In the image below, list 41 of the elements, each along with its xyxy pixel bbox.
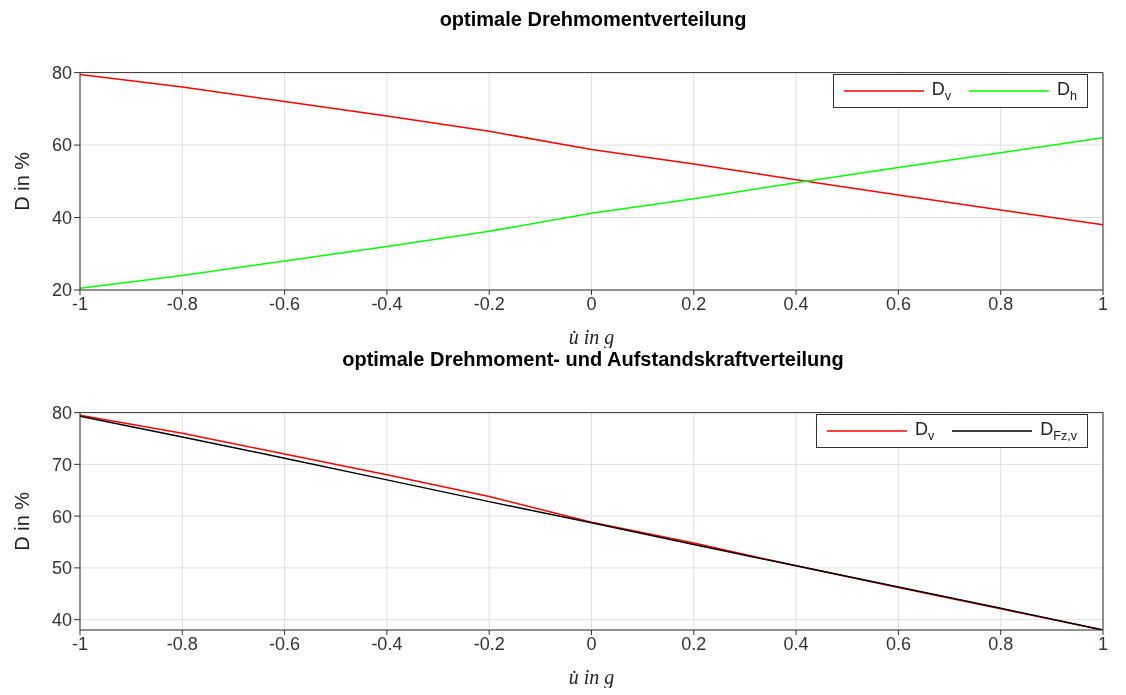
x-tick-label: 0.6: [885, 633, 911, 654]
legend-label: D$_{Fz,v}$: [1040, 419, 1077, 443]
y-tick-label: 60: [51, 135, 72, 156]
x-tick-label: -0.4: [371, 293, 403, 314]
y-tick-label: 80: [51, 62, 72, 83]
x-tick-label: 0: [586, 633, 597, 654]
x-tick-label: -1: [71, 293, 89, 314]
legend-label: D$_{h}$: [1056, 79, 1077, 103]
x-tick-label: -0.8: [166, 293, 198, 314]
x-tick-label: -0.6: [269, 293, 301, 314]
x-tick-label: -0.2: [473, 633, 505, 654]
y-tick-label: 70: [51, 454, 72, 475]
y-tick-label: 40: [51, 207, 72, 228]
x-tick-label: 0.8: [988, 293, 1014, 314]
y-tick-label: 80: [51, 402, 72, 423]
legend-label: D$_{v}$: [931, 79, 951, 103]
x-tick-label: 0.8: [988, 633, 1014, 654]
chart-title: optimale Drehmomentverteilung: [438, 8, 748, 32]
x-tick-label: 1: [1097, 633, 1109, 654]
x-tick-label: 0.6: [885, 293, 911, 314]
x-tick-label: -1: [71, 633, 89, 654]
y-tick-label: 40: [51, 610, 72, 631]
y-tick-label: 50: [51, 558, 72, 579]
x-tick-label: 0.4: [783, 633, 809, 654]
y-tick-label: 20: [51, 280, 72, 301]
x-tick-label: -0.4: [371, 633, 403, 654]
x-tick-label: -0.2: [473, 293, 505, 314]
x-tick-label: 0: [586, 293, 597, 314]
chart-title: optimale Drehmoment- und Aufstandskraftverteilung: [341, 348, 845, 372]
x-tick-label: -0.8: [166, 633, 198, 654]
y-axis-title: D in %: [11, 151, 34, 211]
x-axis-title: u̇ in g: [568, 666, 615, 689]
legend-label: D$_{v}$: [914, 419, 935, 443]
y-tick-label: 60: [51, 506, 72, 527]
x-tick-label: 0.4: [783, 293, 809, 314]
x-tick-label: 0.2: [681, 293, 707, 314]
x-tick-label: 0.2: [681, 633, 707, 654]
x-axis-title: u̇ in g: [568, 326, 615, 349]
x-tick-label: -0.6: [269, 633, 301, 654]
x-tick-label: 1: [1097, 293, 1109, 314]
y-axis-title: D in %: [11, 491, 34, 551]
